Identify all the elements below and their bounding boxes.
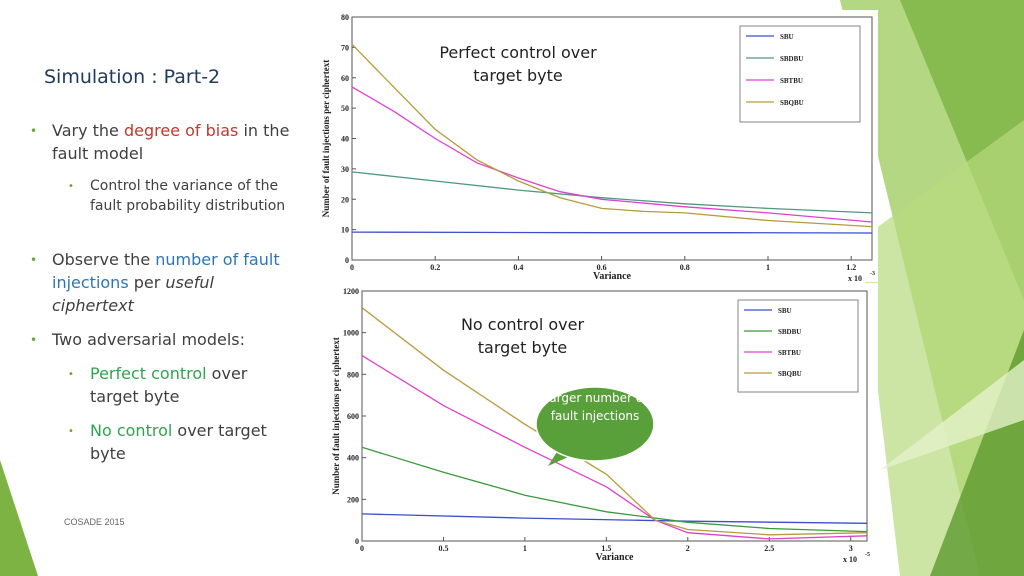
y-tick-label: 600 — [347, 412, 359, 421]
bullet-observe: • Observe the number of fault injections… — [30, 248, 292, 317]
series-line-sbqbu — [361, 307, 868, 536]
callout-text: Larger number of fault injections — [542, 391, 648, 423]
italic-useful-ciphertext: useful ciphertext — [52, 273, 214, 315]
legend-label: SBDBU — [778, 328, 801, 336]
x-tick-label: 3 — [849, 544, 853, 553]
y-tick-label: 400 — [347, 454, 359, 463]
legend-label: SBQBU — [778, 370, 802, 378]
legend-label: SBQBU — [780, 99, 804, 107]
bullet-text: Vary the — [52, 121, 124, 140]
x-tick-label: 0.5 — [438, 544, 448, 553]
bullet-text: Observe the — [52, 250, 156, 269]
x-tick-label: 0.8 — [680, 263, 690, 272]
y-tick-label: 40 — [341, 135, 349, 144]
x-multiplier-exponent: -3 — [870, 271, 875, 277]
y-tick-label: 1000 — [343, 329, 359, 338]
slide-title: Simulation : Part-2 — [44, 66, 221, 88]
series-line-sbu — [351, 231, 873, 234]
y-tick-label: 20 — [341, 195, 349, 204]
y-axis-label: Number of fault injections per ciphertex… — [331, 337, 341, 494]
x-tick-label: 2 — [686, 544, 690, 553]
callout-bubble — [535, 386, 655, 466]
x-axis-label: Variance — [593, 271, 632, 282]
y-tick-label: 50 — [341, 104, 349, 113]
bullet-vary-bias: • Vary the degree of bias in the fault m… — [30, 119, 292, 165]
x-multiplier: x 10 — [843, 555, 857, 564]
bullet-marker: • — [68, 426, 74, 437]
series-line-sbqbu — [351, 43, 873, 228]
x-tick-label: 1 — [523, 544, 527, 553]
chart-title-no-control: No control over target byte — [460, 315, 585, 357]
chart-panel-no-control: 0 200 400 600 800 1000 1200 0 0.5 1 1.5 2 2.5 3 Varian… — [320, 283, 878, 566]
x-multiplier: x 10 — [848, 274, 862, 282]
bullet-text: over target byte — [90, 421, 267, 463]
sub-bullet-no-control: • No control over target byte — [68, 419, 290, 465]
bullet-marker: • — [68, 369, 74, 380]
highlight-degree-of-bias: degree of bias — [123, 121, 239, 140]
series-line-sbdbu — [361, 446, 868, 533]
legend-label: SBU — [780, 33, 794, 41]
legend-label: SBTBU — [780, 77, 803, 85]
y-tick-label: 0 — [355, 537, 359, 546]
y-tick-label: 70 — [341, 43, 349, 52]
bullet-marker: • — [30, 333, 38, 347]
bullet-text: over target byte — [90, 364, 248, 406]
chart-perfect-control: 0 10 20 30 40 50 60 70 80 0 0.2 0.4 0.6 0.8 1 1.2 Varian… — [321, 13, 875, 283]
chart-title-perfect-control: Perfect control over target byte — [439, 43, 597, 85]
x-axis-label: Variance — [596, 552, 635, 563]
y-axis-label: Number of fault injections per ciphertex… — [321, 60, 331, 217]
series-line-sbdbu — [351, 171, 873, 214]
y-tick-label: 0 — [345, 256, 349, 265]
bullet-marker: • — [30, 253, 38, 267]
y-tick-label: 200 — [347, 495, 359, 504]
x-tick-label: 0 — [350, 263, 354, 272]
sub-bullet-perfect-control: • Perfect control over target byte — [68, 362, 290, 408]
highlight-perfect-control: Perfect control — [90, 364, 207, 383]
highlight-number-of-fault-injections: number of fault injections — [52, 250, 280, 292]
x-tick-label: 1 — [766, 263, 770, 272]
legend-label: SBTBU — [778, 349, 801, 357]
series-line-sbtbu — [361, 355, 868, 540]
series-line-sbu — [361, 513, 868, 524]
x-tick-label: 2.5 — [764, 544, 774, 553]
sub-bullet-variance: • Control the variance of the fault prob… — [68, 176, 290, 216]
series-line-sbtbu — [351, 86, 873, 223]
x-tick-label: 0 — [360, 544, 364, 553]
x-tick-label: 1.5 — [601, 544, 611, 553]
bullet-text: per — [128, 273, 166, 292]
y-tick-label: 800 — [347, 370, 359, 379]
bullet-adversarial-models: • Two adversarial models: — [30, 328, 292, 351]
legend-box — [739, 25, 861, 123]
highlight-no-control: No control — [90, 421, 173, 440]
x-multiplier-exponent: -5 — [865, 552, 870, 558]
chart-panel-perfect-control: 0 10 20 30 40 50 60 70 80 0 0.2 0.4 0.6 0.8 1 1.2 Varian… — [320, 10, 878, 283]
y-tick-label: 10 — [341, 226, 349, 235]
x-tick-label: 0.4 — [513, 263, 523, 272]
y-tick-label: 60 — [341, 74, 349, 83]
y-tick-label: 30 — [341, 165, 349, 174]
bullet-text: in the fault model — [52, 121, 290, 163]
y-tick-label: 80 — [341, 13, 349, 22]
x-tick-label: 1.2 — [846, 263, 856, 272]
legend-label: SBU — [778, 307, 792, 315]
x-tick-label: 0.6 — [597, 263, 607, 272]
bullet-text: Control the variance of the fault probab… — [90, 178, 286, 214]
footer-text: COSADE 2015 — [64, 517, 125, 527]
y-tick-label: 1200 — [343, 287, 359, 296]
x-tick-label: 0.2 — [430, 263, 440, 272]
bullet-text: Two adversarial models: — [52, 330, 245, 349]
bullet-marker: • — [68, 181, 74, 192]
bullet-marker: • — [30, 124, 38, 138]
legend-label: SBDBU — [780, 55, 803, 63]
legend-box — [737, 299, 859, 393]
